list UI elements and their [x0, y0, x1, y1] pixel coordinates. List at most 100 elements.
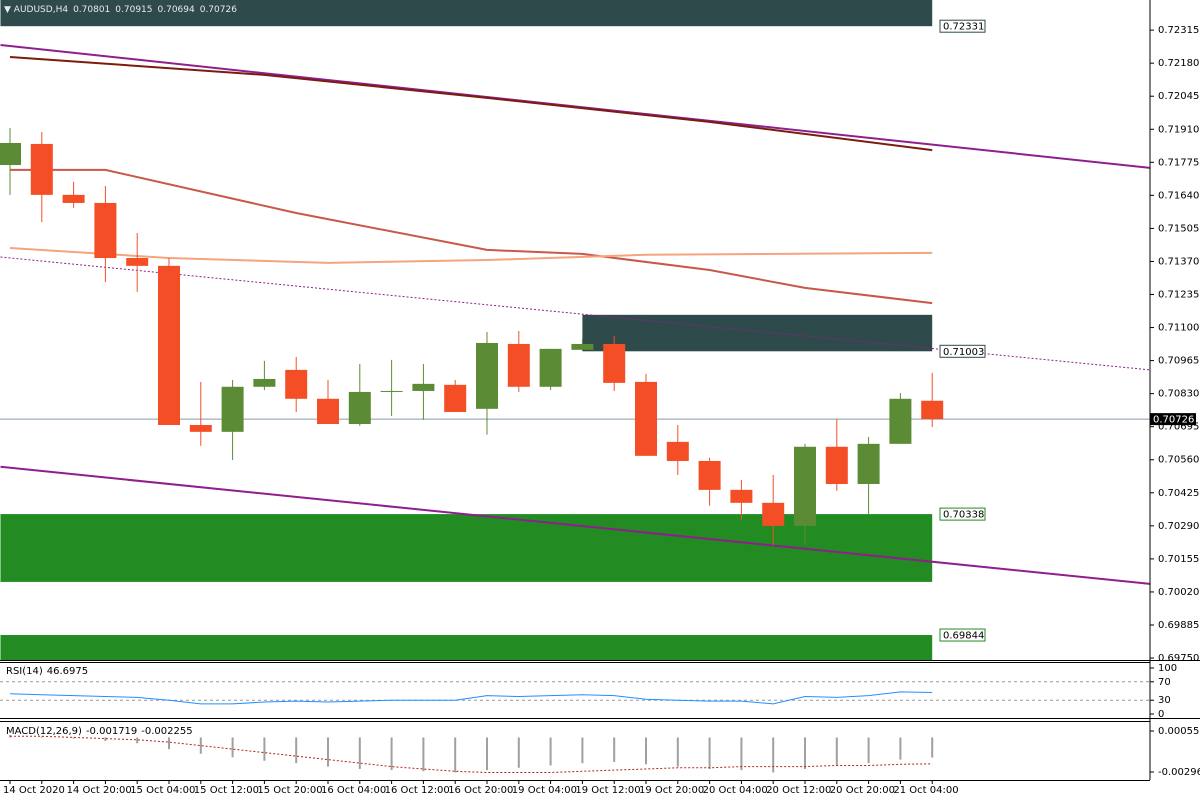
x-tick-label: 20 Oct 04:00 [703, 785, 768, 796]
header-high: 0.70915 [115, 5, 152, 15]
y-tick-label: 0.70965 [1158, 356, 1199, 367]
level-label-box [939, 507, 986, 521]
candle-body [476, 342, 498, 409]
candle-body [507, 343, 530, 387]
y-tick-label: 70 [1158, 677, 1171, 688]
x-tick-label: 21 Oct 04:00 [893, 785, 958, 796]
level-label: 0.71003 [943, 347, 984, 358]
macd-bar [358, 737, 361, 769]
candle-body [412, 383, 435, 391]
y-tick-label: 0.70290 [1158, 521, 1199, 532]
y-tick-label: 0.71505 [1158, 223, 1199, 234]
y-tick-label: 100 [1158, 663, 1177, 674]
macd-bar [899, 737, 902, 760]
header-close: 0.70726 [200, 5, 237, 15]
header-low: 0.70694 [158, 5, 195, 15]
macd-bar [867, 737, 870, 764]
indicator-value: 46.6975 [47, 666, 88, 677]
candle-body [635, 381, 657, 456]
level-label-box [939, 344, 986, 358]
candle-body [253, 378, 276, 387]
macd-panel [9, 735, 934, 773]
y-tick-label: 0.71100 [1158, 323, 1199, 334]
macd-value: -0.001719 [86, 726, 137, 737]
x-tick-label: 19 Oct 20:00 [639, 785, 704, 796]
macd-bar [486, 737, 488, 771]
x-tick-label: 16 Oct 04:00 [321, 785, 386, 796]
candle-body [158, 265, 180, 425]
candle-body [380, 390, 403, 392]
candle-body [0, 142, 21, 165]
candle-body [317, 398, 339, 425]
candle-body [348, 391, 371, 425]
candle-body [221, 386, 244, 432]
level-label: 0.70338 [943, 510, 984, 521]
y-tick-label: 0.71775 [1158, 157, 1199, 168]
y-tick-label: -0.002961 [1158, 767, 1200, 778]
labels: 0.72315 0.72180 0.72045 0.71910 0.71775 0.716… [3, 5, 1200, 797]
indicator-line [0, 256, 1150, 371]
y-tick-label: 0.69750 [1158, 653, 1199, 664]
macd-bar [708, 737, 711, 769]
macd-bar [613, 737, 616, 762]
y-tick-label: 0.70830 [1158, 389, 1199, 400]
x-tick-label: 19 Oct 12:00 [575, 785, 640, 796]
symbol: AUDUSD,H4 [14, 5, 69, 15]
zone [0, 0, 933, 27]
x-tick-label: 19 Oct 04:00 [512, 785, 577, 796]
rsi-panel [0, 681, 1150, 705]
level-label: 0.72331 [943, 22, 984, 33]
macd-bar [199, 737, 202, 754]
y-tick-label: 0.71235 [1158, 290, 1199, 301]
indicator-line [9, 56, 933, 152]
y-tick-label: 0.70425 [1158, 488, 1199, 499]
x-tick-label: 15 Oct 04:00 [130, 785, 195, 796]
y-tick-label: 0.000553 [1158, 726, 1200, 737]
y-tick-label: 0 [1158, 709, 1164, 720]
candle-body [62, 194, 85, 203]
candle-body [603, 343, 626, 383]
price-panel [0, 0, 1150, 660]
candle-body [189, 424, 212, 432]
y-tick-label: 0.70155 [1158, 554, 1199, 565]
indicator-line [0, 465, 1150, 585]
level-label: 0.69844 [943, 631, 984, 642]
y-tick-label: 0.70560 [1158, 455, 1199, 466]
x-tick-label: 16 Oct 20:00 [448, 785, 513, 796]
candle-body [698, 460, 721, 490]
macd-bar [740, 737, 743, 771]
signal-line [10, 735, 933, 773]
macd-bar [454, 737, 457, 773]
y-tick-label: 0.69885 [1158, 620, 1199, 631]
x-tick-label: 15 Oct 12:00 [194, 785, 259, 796]
x-tick-label: 20 Oct 20:00 [830, 785, 895, 796]
macd-bar [772, 737, 775, 773]
candle-body [30, 143, 53, 195]
x-tick-label: 20 Oct 12:00 [766, 785, 831, 796]
y-tick-label: 30 [1158, 695, 1171, 706]
candle-body [285, 369, 308, 399]
macd-bar [327, 737, 329, 767]
macd-bar [645, 737, 647, 765]
indicator-name: MACD(12,26,9) [6, 726, 82, 737]
candle-body [94, 202, 117, 259]
panel-title: RSI(14) 46.6975 [6, 666, 88, 677]
x-tick-label: 15 Oct 20:00 [257, 785, 322, 796]
current-price-label: 0.70726 [1153, 415, 1194, 426]
macd-bar [581, 737, 584, 764]
candle-body [889, 398, 912, 444]
macd-bar [517, 737, 520, 768]
candle-body [857, 443, 880, 484]
header-open: 0.70801 [73, 5, 110, 15]
zone [0, 635, 933, 660]
macd-bar [390, 737, 393, 771]
current-price-box [1150, 413, 1196, 426]
macd-bar [422, 737, 425, 772]
macd-bar [40, 736, 43, 738]
zone [582, 314, 933, 352]
panel-title: MACD(12,26,9) -0.001719 -0.002255 [6, 726, 193, 737]
candle-body [666, 441, 689, 461]
candle-body [126, 258, 149, 266]
macd-bar [931, 737, 934, 758]
macd-bar [168, 737, 170, 750]
